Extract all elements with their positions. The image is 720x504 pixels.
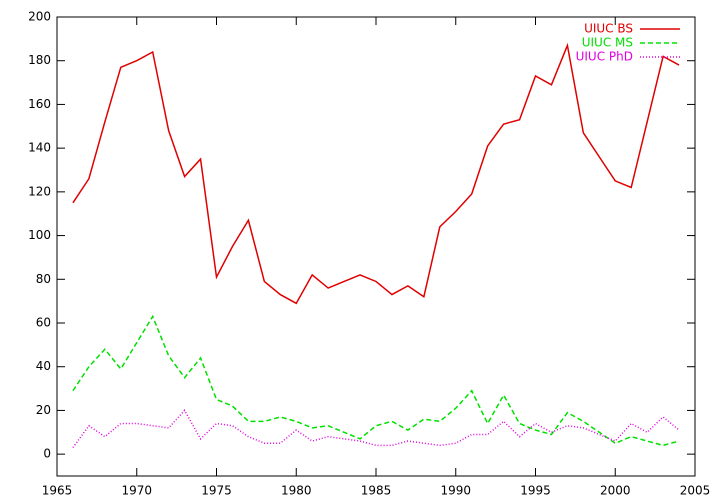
plot-frame [56, 16, 696, 477]
x-tick-label: 1985 [361, 484, 392, 498]
y-tick-label: 160 [28, 97, 51, 111]
y-tick-label: 60 [36, 316, 51, 330]
y-tick-label: 20 [36, 403, 51, 417]
x-tick-label: 1965 [42, 484, 73, 498]
x-tick-label: 1995 [520, 484, 551, 498]
y-tick-label: 180 [28, 53, 51, 67]
x-tick-label: 1975 [201, 484, 232, 498]
y-tick-label: 120 [28, 184, 51, 198]
data-line [72, 409, 680, 449]
y-tick-label: 80 [36, 272, 51, 286]
x-tick-label: 2000 [600, 484, 631, 498]
x-tick-label: 1990 [440, 484, 471, 498]
legend-label: UIUC PhD [576, 50, 633, 64]
x-tick-label: 2005 [680, 484, 711, 498]
y-tick-label: 100 [28, 228, 51, 242]
legend-label: UIUC BS [584, 22, 633, 36]
data-line [72, 42, 680, 305]
y-tick-label: 140 [28, 141, 51, 155]
x-tick-label: 1970 [121, 484, 152, 498]
y-tick-label: 0 [43, 447, 51, 461]
legend-label: UIUC MS [582, 36, 633, 50]
x-tick-label: 1980 [281, 484, 312, 498]
data-line [72, 314, 680, 447]
y-tick-label: 40 [36, 359, 51, 373]
y-tick-label: 200 [28, 10, 51, 24]
